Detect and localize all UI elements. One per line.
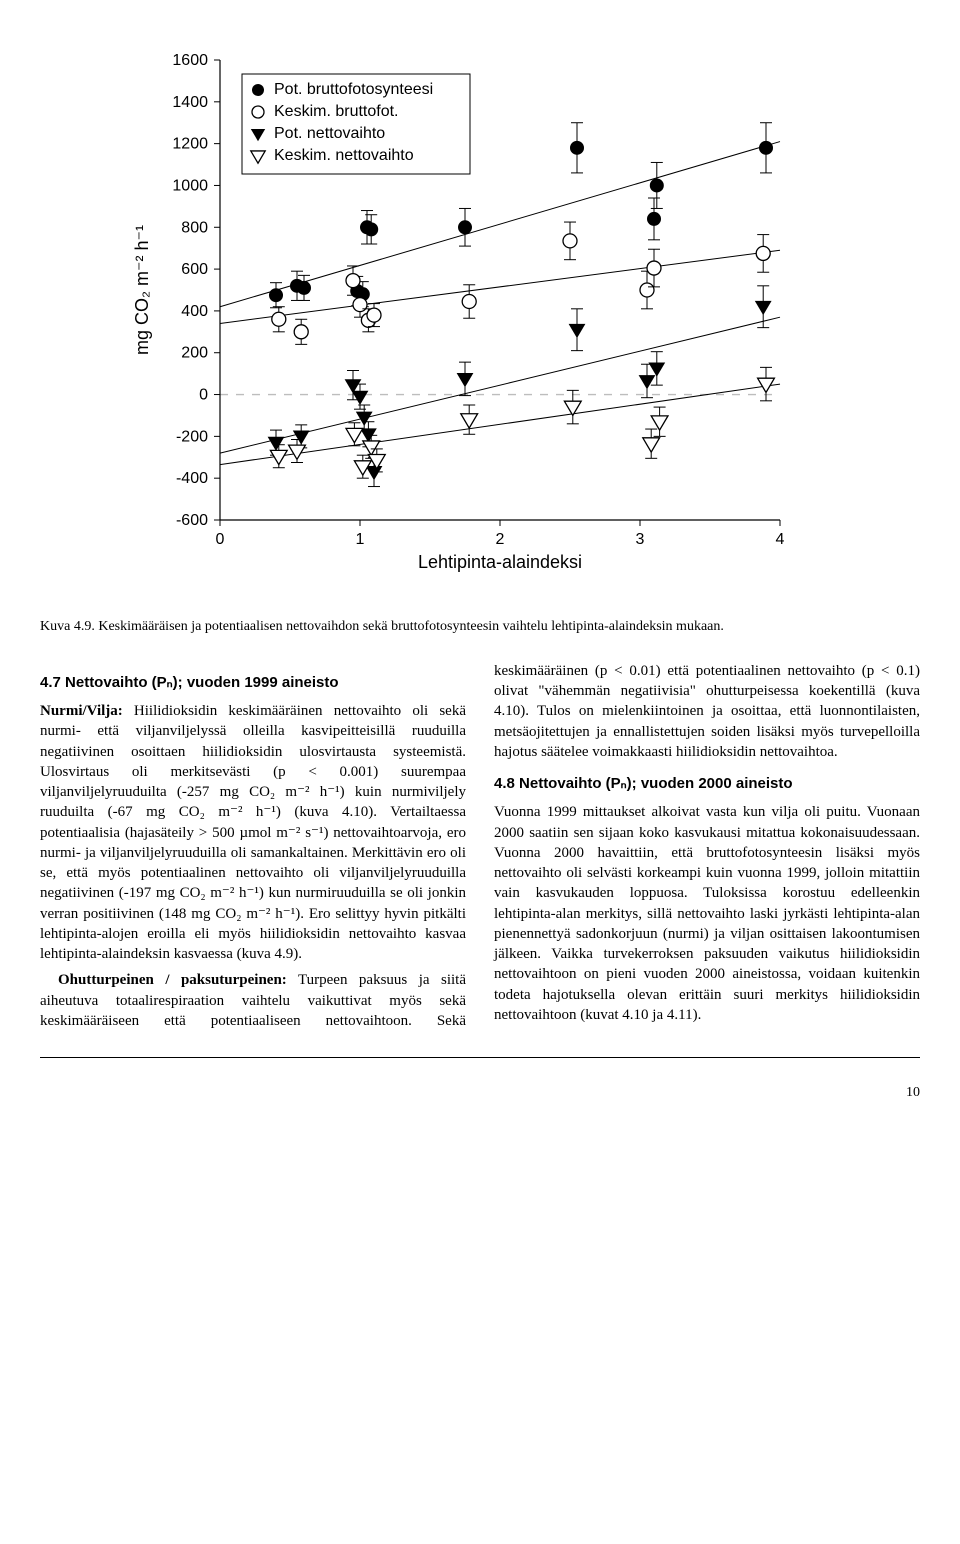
section-4-8-title: 4.8 Nettovaihto (Pₙ); vuoden 2000 aineis…	[494, 774, 920, 794]
svg-text:-400: -400	[176, 470, 208, 487]
svg-text:4: 4	[776, 531, 785, 548]
figure-caption: Kuva 4.9. Keskimääräisen ja potentiaalis…	[40, 618, 920, 637]
svg-text:3: 3	[636, 531, 645, 548]
caption-body: Keskimääräisen ja potentiaalisen nettova…	[98, 619, 724, 634]
svg-text:1400: 1400	[172, 94, 208, 111]
svg-text:Lehtipinta-alaindeksi: Lehtipinta-alaindeksi	[418, 552, 582, 572]
para2-runin: Ohutturpeinen / paksuturpeinen:	[58, 972, 287, 988]
caption-head: Kuva 4.9.	[40, 619, 95, 634]
para-nurmi-vilja: Nurmi/Vilja: Hiilidioksidin keskimääräin…	[40, 701, 466, 964]
section-4-7-title: 4.7 Nettovaihto (Pₙ); vuoden 1999 aineis…	[40, 673, 466, 693]
svg-text:-600: -600	[176, 512, 208, 529]
svg-text:1: 1	[356, 531, 365, 548]
chart-container: -600 -400 -200 0 200 400 600 800 1000 1200 1400 160…	[40, 40, 920, 600]
svg-text:400: 400	[181, 303, 208, 320]
svg-text:0: 0	[199, 387, 208, 404]
svg-text:800: 800	[181, 219, 208, 236]
svg-text:Pot. bruttofotosynteesi: Pot. bruttofotosynteesi	[274, 81, 433, 98]
para1-runin: Nurmi/Vilja:	[40, 703, 123, 719]
page-number: 10	[40, 1084, 920, 1103]
svg-text:0: 0	[216, 531, 225, 548]
svg-text:Pot. nettovaihto: Pot. nettovaihto	[274, 125, 385, 142]
scatter-chart: -600 -400 -200 0 200 400 600 800 1000 1200 1400 160…	[120, 40, 840, 600]
svg-text:1200: 1200	[172, 136, 208, 153]
svg-text:-200: -200	[176, 428, 208, 445]
svg-text:600: 600	[181, 261, 208, 278]
body-columns: 4.7 Nettovaihto (Pₙ); vuoden 1999 aineis…	[40, 661, 920, 1031]
svg-text:Keskim. bruttofot.: Keskim. bruttofot.	[274, 103, 399, 120]
svg-text:2: 2	[496, 531, 505, 548]
para-vuonna-1999: Vuonna 1999 mittaukset alkoivat vasta ku…	[494, 802, 920, 1025]
svg-text:1000: 1000	[172, 177, 208, 194]
para1-body: Hiilidioksidin keskimääräinen nettovaiht…	[40, 703, 466, 962]
svg-text:200: 200	[181, 345, 208, 362]
svg-text:mg CO₂ m⁻² h⁻¹: mg CO₂ m⁻² h⁻¹	[132, 225, 152, 355]
footer-rule	[40, 1057, 920, 1058]
svg-text:1600: 1600	[172, 52, 208, 69]
svg-text:Keskim. nettovaihto: Keskim. nettovaihto	[274, 147, 414, 164]
